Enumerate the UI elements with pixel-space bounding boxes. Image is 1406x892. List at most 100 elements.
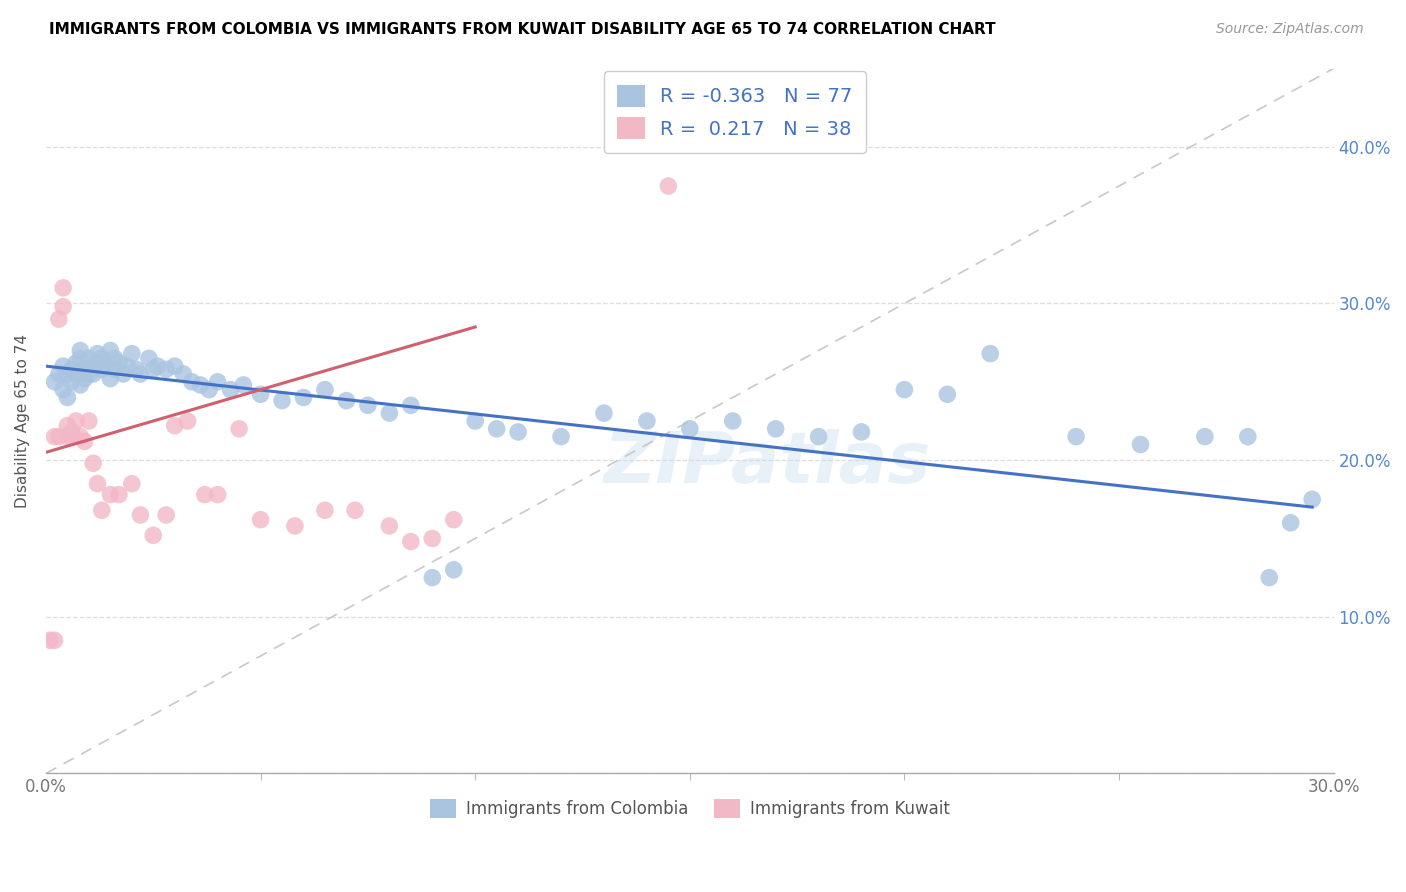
Point: [52, 383, 75, 397]
Point: [228, 422, 250, 436]
Point: [98, 487, 121, 501]
Point: [39, 633, 62, 648]
Point: [56, 391, 79, 405]
Point: [180, 375, 202, 389]
Point: [314, 503, 336, 517]
Point: [508, 425, 530, 439]
Text: IMMIGRANTS FROM COLOMBIA VS IMMIGRANTS FROM KUWAIT DISABILITY AGE 65 TO 74 CORRE: IMMIGRANTS FROM COLOMBIA VS IMMIGRANTS F…: [49, 22, 995, 37]
Point: [69, 351, 91, 366]
Point: [117, 359, 139, 373]
Point: [1301, 492, 1323, 507]
Point: [249, 387, 271, 401]
Point: [142, 528, 165, 542]
Point: [98, 372, 121, 386]
Point: [142, 362, 165, 376]
Point: [172, 367, 194, 381]
Point: [194, 487, 217, 501]
Point: [82, 359, 104, 373]
Point: [893, 383, 915, 397]
Point: [86, 346, 108, 360]
Point: [60, 430, 83, 444]
Y-axis label: Disability Age 65 to 74: Disability Age 65 to 74: [15, 334, 30, 508]
Point: [190, 378, 212, 392]
Point: [146, 359, 169, 373]
Point: [249, 513, 271, 527]
Point: [112, 367, 135, 381]
Point: [335, 393, 357, 408]
Point: [155, 362, 177, 376]
Point: [163, 359, 186, 373]
Point: [378, 406, 401, 420]
Point: [219, 383, 242, 397]
Point: [60, 375, 83, 389]
Point: [679, 422, 702, 436]
Point: [1129, 437, 1152, 451]
Point: [60, 362, 83, 376]
Point: [82, 456, 104, 470]
Point: [77, 351, 100, 366]
Point: [232, 378, 254, 392]
Point: [636, 414, 658, 428]
Point: [56, 430, 79, 444]
Point: [69, 378, 91, 392]
Point: [1194, 430, 1216, 444]
Point: [48, 312, 70, 326]
Point: [284, 519, 307, 533]
Point: [163, 418, 186, 433]
Point: [155, 508, 177, 522]
Point: [936, 387, 959, 401]
Point: [1236, 430, 1258, 444]
Point: [485, 422, 508, 436]
Point: [550, 430, 572, 444]
Point: [48, 367, 70, 381]
Point: [807, 430, 830, 444]
Point: [207, 375, 229, 389]
Point: [314, 383, 336, 397]
Point: [65, 414, 87, 428]
Point: [765, 422, 787, 436]
Point: [73, 434, 96, 449]
Point: [198, 383, 221, 397]
Point: [77, 414, 100, 428]
Point: [48, 430, 70, 444]
Point: [129, 508, 152, 522]
Point: [60, 425, 83, 439]
Point: [52, 359, 75, 373]
Point: [378, 519, 401, 533]
Text: Source: ZipAtlas.com: Source: ZipAtlas.com: [1216, 22, 1364, 37]
Point: [851, 425, 873, 439]
Point: [357, 398, 380, 412]
Point: [1279, 516, 1302, 530]
Point: [98, 343, 121, 358]
Point: [343, 503, 366, 517]
Point: [125, 362, 148, 376]
Point: [52, 300, 75, 314]
Point: [104, 362, 127, 376]
Point: [593, 406, 616, 420]
Text: ZIPatlas: ZIPatlas: [603, 429, 931, 498]
Point: [90, 362, 112, 376]
Point: [443, 563, 465, 577]
Point: [90, 503, 112, 517]
Point: [108, 356, 131, 370]
Point: [1258, 571, 1281, 585]
Point: [721, 414, 744, 428]
Point: [94, 359, 117, 373]
Point: [56, 418, 79, 433]
Point: [138, 351, 160, 366]
Point: [69, 343, 91, 358]
Point: [52, 281, 75, 295]
Point: [464, 414, 486, 428]
Point: [44, 375, 66, 389]
Point: [657, 179, 679, 194]
Legend: Immigrants from Colombia, Immigrants from Kuwait: Immigrants from Colombia, Immigrants fro…: [423, 792, 956, 825]
Point: [399, 398, 422, 412]
Point: [65, 367, 87, 381]
Point: [443, 513, 465, 527]
Point: [86, 356, 108, 370]
Point: [44, 633, 66, 648]
Point: [979, 346, 1001, 360]
Point: [271, 393, 294, 408]
Point: [86, 476, 108, 491]
Point: [176, 414, 198, 428]
